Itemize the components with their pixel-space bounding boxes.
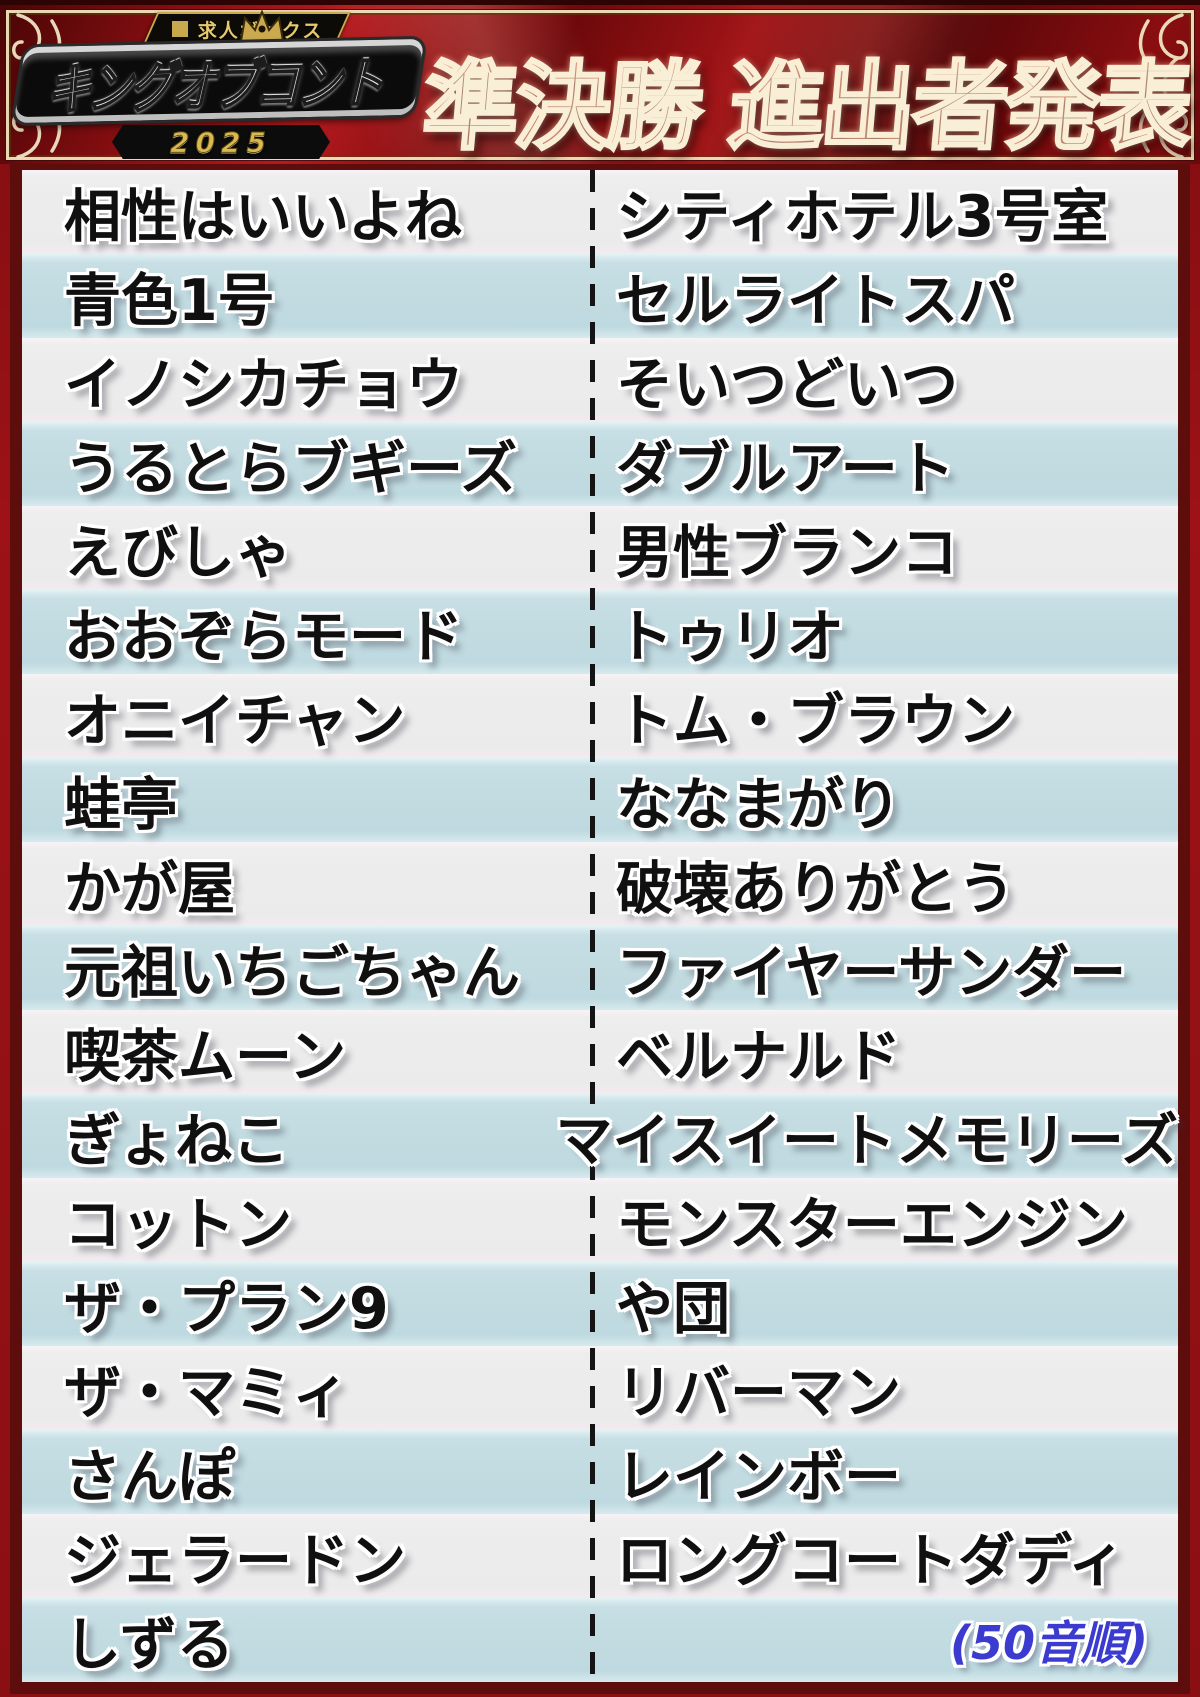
contestant-name-right: や団 [616,1276,730,1342]
contestant-name-right: ダブルアート [616,436,955,502]
contestant-name-left: おおぞらモード [64,604,463,670]
sort-order-note: (50音順) [949,1616,1148,1670]
contestant-name-left: 喫茶ムーン [64,1024,347,1090]
contestant-name-right: ベルナルド [616,1024,901,1090]
contestant-name-right: セルライトスパ [616,268,1015,334]
table-row: うるとらブギーズ ダブルアート [22,422,1178,506]
table-row: 元祖いちごちゃん ファイヤーサンダー [22,926,1178,1010]
table-row: コットン モンスターエンジン [22,1178,1178,1262]
contestant-name-right: ロングコートダディ [616,1528,1126,1594]
contestant-name-right: ななまがり [616,772,901,838]
contestant-name-right: シティホテル3号室 [616,184,1109,250]
contestant-name-right: 破壊ありがとう [616,856,1015,922]
table-row: ザ・プラン9 や団 [22,1262,1178,1346]
contestant-name-left: 元祖いちごちゃん [64,940,520,1006]
crown-icon [239,9,285,42]
year-banner: 2025 [112,125,330,159]
contestant-name-right: レインボー [616,1444,901,1510]
header-banner: 求人ボックス キングオブコント 2025 準決勝 進出者発表 [0,0,1200,164]
koc-logo: 求人ボックス キングオブコント 2025 [13,7,430,164]
table-row: えびしゃ 男性ブランコ [22,506,1178,590]
table-row: 相性はいいよね シティホテル3号室 [22,170,1178,254]
contestant-name-left: 相性はいいよね [64,184,462,250]
table-row: 蛙亭 ななまがり [22,758,1178,842]
table-row: ぎょねこ マイスイートメモリーズ [22,1094,1178,1178]
logo-title: キングオブコント [42,50,393,122]
contestant-name-right: モンスターエンジン [616,1192,1128,1258]
contestant-name-left: 蛙亭 [64,772,178,838]
table-row: さんぽ レインボー [22,1430,1178,1514]
table-row: 青色1号 セルライトスパ [22,254,1178,338]
contestant-name-left: さんぽ [64,1444,235,1510]
contestant-name-right: そいつどいつ [616,352,958,418]
contestant-name-left: イノシカチョウ [64,352,463,418]
corner-ornament-icon [1138,13,1188,159]
contestant-name-right: トゥリオ [616,604,844,670]
contestant-name-left: ジェラードン [64,1528,406,1594]
contestant-name-left: ぎょねこ [64,1108,290,1174]
sponsor-icon [170,19,190,39]
contestant-name-left: コットン [64,1192,292,1258]
column-divider [590,170,595,1682]
contestant-name-right: マイスイートメモリーズ [555,1108,1178,1174]
contestant-name-left: オニイチャン [64,688,406,754]
logo-banner: キングオブコント [13,38,425,124]
contestant-name-left: しずる [64,1612,234,1678]
contestant-name-left: かが屋 [64,856,235,922]
page-title: 準決勝 進出者発表 [417,29,1195,165]
contestant-name-left: 青色1号 [64,268,275,334]
contestant-name-right: リバーマン [616,1360,901,1426]
table-row: イノシカチョウ そいつどいつ [22,338,1178,422]
table-row: 喫茶ムーン ベルナルド [22,1010,1178,1094]
table-row: かが屋 破壊ありがとう [22,842,1178,926]
contestant-name-left: うるとらブギーズ [64,436,518,502]
table-row: しずる (50音順) [22,1598,1178,1682]
contestant-table: 相性はいいよね シティホテル3号室青色1号 セルライトスパイノシカチョウ そいつどいつ… [22,170,1178,1682]
contestant-name-left: えびしゃ [64,520,292,586]
table-row: ジェラードン ロングコートダディ [22,1514,1178,1598]
contestant-name-left: ザ・プラン9 [64,1276,389,1342]
contestant-name-right: ファイヤーサンダー [616,940,1127,1006]
contestant-name-right: トム・ブラウン [616,688,1015,754]
logo-year: 2025 [170,125,272,159]
table-row: おおぞらモード トゥリオ [22,590,1178,674]
table-row: オニイチャン トム・ブラウン [22,674,1178,758]
contestant-name-left: ザ・マミィ [64,1360,349,1426]
results-board: 相性はいいよね シティホテル3号室青色1号 セルライトスパイノシカチョウ そいつどいつ… [10,164,1190,1694]
contestant-name-right: 男性ブランコ [616,520,958,586]
table-row: ザ・マミィ リバーマン [22,1346,1178,1430]
